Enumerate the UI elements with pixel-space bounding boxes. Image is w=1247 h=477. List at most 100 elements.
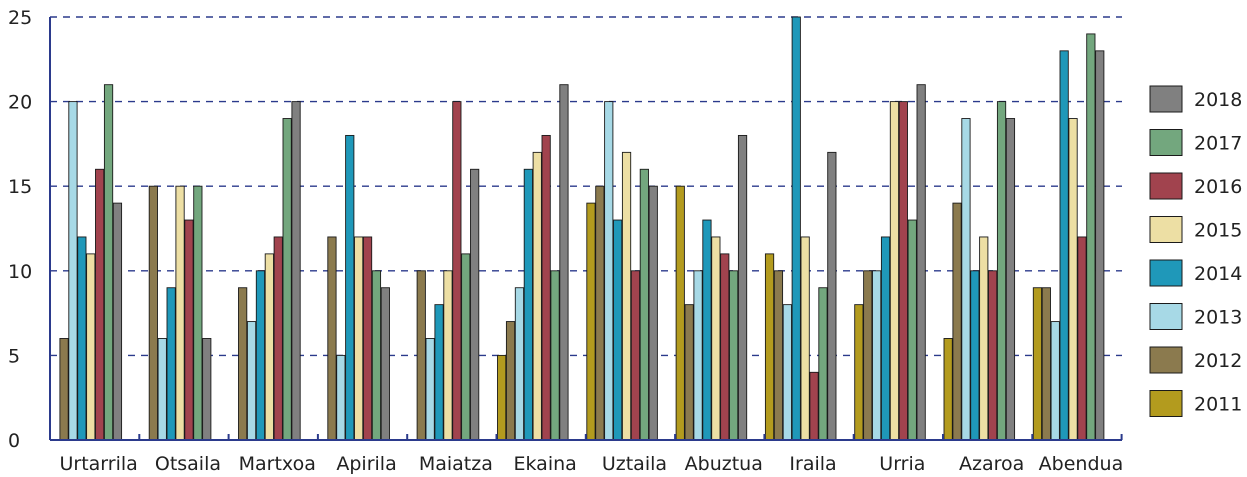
bar (443, 270, 453, 441)
bar (889, 101, 900, 441)
legend-swatch (1149, 390, 1183, 417)
bar (541, 134, 551, 441)
bar (996, 101, 1007, 441)
y-tick-label: 5 (8, 345, 20, 367)
bar (586, 202, 596, 441)
legend-swatch (1149, 259, 1183, 287)
legend-label: 2015 (1194, 220, 1242, 242)
bar (112, 202, 123, 441)
y-tick-label: 25 (8, 7, 32, 29)
bar (68, 101, 78, 441)
bar (898, 101, 908, 441)
x-category-label: Urtarrila (59, 453, 137, 475)
bar (863, 270, 873, 441)
bar (148, 185, 158, 441)
bar (630, 270, 641, 441)
bar (988, 270, 998, 441)
bar (711, 236, 721, 441)
legend-swatch (1149, 303, 1183, 330)
bar (809, 371, 819, 441)
bar (550, 270, 560, 441)
bar (648, 185, 658, 441)
bar (702, 219, 712, 441)
bar (416, 270, 426, 441)
y-tick-label: 0 (8, 430, 20, 452)
bar (1041, 287, 1051, 441)
bar (59, 338, 69, 441)
bar (827, 151, 837, 441)
bar (773, 270, 784, 441)
bar (327, 236, 337, 441)
bar (461, 253, 471, 441)
legend-label: 2014 (1194, 263, 1242, 285)
bar (166, 287, 176, 441)
bar (95, 168, 105, 441)
bar (800, 236, 810, 441)
y-tick-label: 20 (8, 92, 32, 114)
bar (1077, 236, 1087, 441)
legend-swatch (1149, 172, 1183, 200)
bar (434, 304, 444, 441)
bar (1005, 118, 1016, 441)
bar (380, 287, 390, 441)
bar (595, 185, 605, 441)
x-category-label: Iraila (789, 453, 836, 475)
bar (782, 304, 792, 441)
bar (952, 202, 962, 441)
x-category-label: Apirila (336, 453, 396, 475)
bar (193, 185, 203, 441)
x-category-label: Martxoa (239, 453, 316, 475)
bar (1032, 287, 1043, 441)
bar (264, 253, 274, 441)
bar (675, 185, 685, 441)
bar (720, 253, 730, 441)
x-category-label: Ekaina (514, 453, 577, 475)
bar (880, 236, 891, 441)
bar (371, 270, 382, 441)
bar (693, 270, 703, 441)
bar (238, 287, 248, 441)
x-category-label: Otsaila (155, 453, 221, 475)
y-tick-label: 15 (8, 176, 32, 198)
bar (791, 16, 801, 441)
bar (282, 118, 292, 441)
x-category-label: Azaroa (959, 453, 1024, 475)
bar (273, 236, 283, 441)
bar (961, 118, 971, 441)
bar (1086, 33, 1096, 441)
bar (362, 236, 373, 441)
bar (523, 168, 533, 441)
x-category-label: Uztaila (602, 453, 667, 475)
bar (684, 304, 694, 441)
bar (737, 134, 748, 441)
legend: 2018 2017 2016 2015 2014 2013 2012 2011 (1149, 85, 1242, 417)
bar (291, 101, 301, 441)
bar (336, 354, 346, 441)
bar (1059, 50, 1069, 441)
bar (854, 304, 864, 441)
legend-label: 2011 (1194, 394, 1242, 416)
bar (505, 321, 516, 441)
bar (175, 185, 185, 441)
bar (470, 168, 480, 441)
bar (916, 84, 926, 441)
bar (639, 168, 649, 441)
bars (59, 16, 1105, 441)
bar (202, 338, 212, 441)
bar (425, 338, 435, 441)
bar (77, 236, 87, 441)
bar (103, 84, 114, 441)
x-category-label: Maiatza (419, 453, 493, 475)
bar (818, 287, 828, 441)
legend-swatch (1149, 129, 1183, 156)
bar (255, 270, 266, 441)
bar (246, 321, 257, 441)
bar (497, 354, 507, 441)
y-tick-label: 10 (8, 261, 32, 283)
bar (559, 84, 569, 441)
bar (1050, 321, 1060, 441)
x-category-label: Abendua (1039, 453, 1124, 475)
gridlines (50, 16, 1122, 357)
